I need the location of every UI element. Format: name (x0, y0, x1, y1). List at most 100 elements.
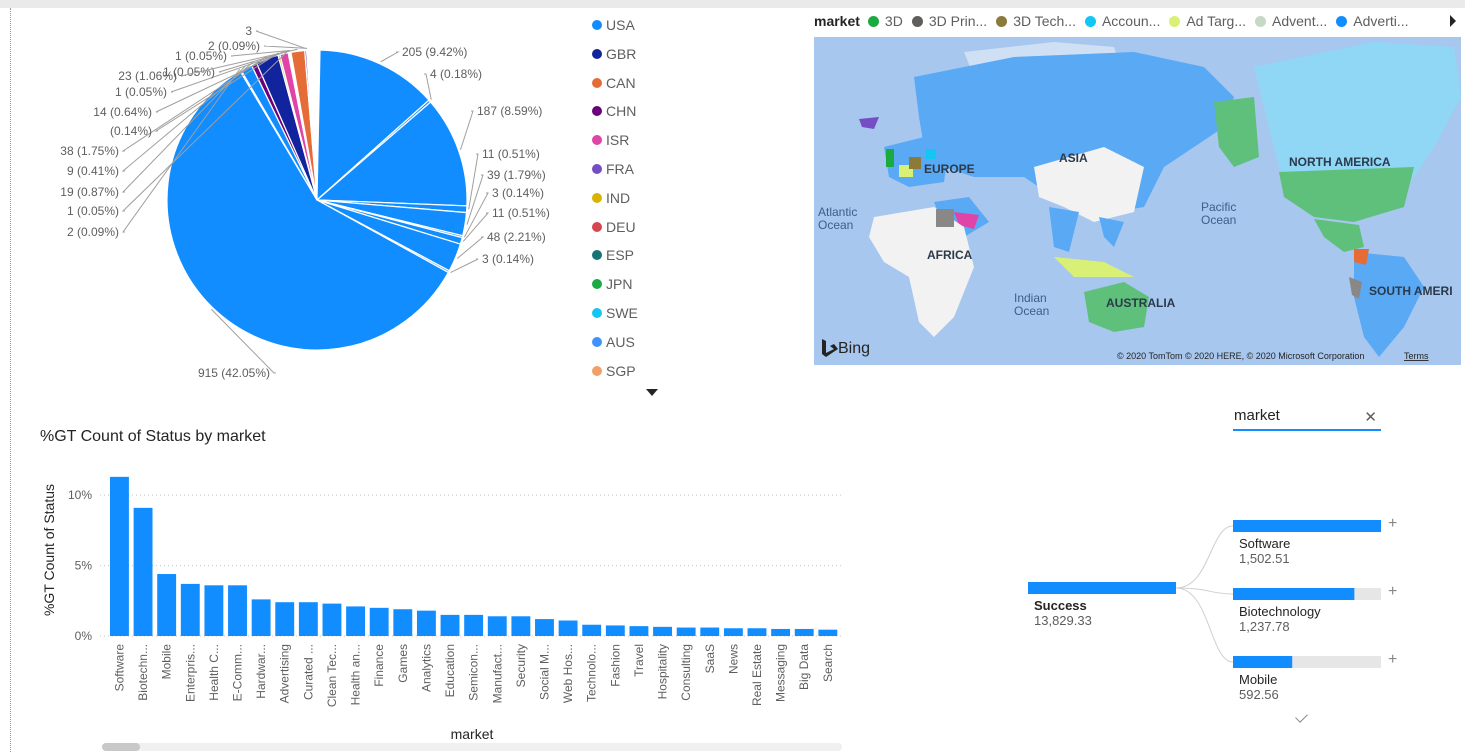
bar[interactable] (251, 599, 271, 636)
bar[interactable] (228, 585, 247, 636)
x-tick-label: Technolo... (585, 644, 599, 702)
expand-plus-icon[interactable]: + (1388, 651, 1398, 668)
legend-item[interactable]: DEU (592, 218, 636, 236)
map-legend-label: Advent... (1272, 13, 1328, 29)
legend-item[interactable]: FRA (592, 160, 634, 178)
decomp-child-bar[interactable] (1233, 588, 1355, 600)
land-france (909, 157, 921, 169)
bar[interactable] (723, 628, 743, 636)
expand-plus-icon[interactable]: + (1388, 583, 1398, 600)
decomp-tree[interactable] (1020, 500, 1400, 710)
map-terms-link[interactable]: Terms (1404, 351, 1429, 361)
decomp-child-bar[interactable] (1233, 656, 1293, 668)
bar[interactable] (298, 602, 318, 636)
pie-slice[interactable] (306, 49, 318, 201)
pie-chart[interactable]: 205 (9.42%) 4 (0.18%) 187 (8.59%) 11 (0.51%… (12, 8, 662, 403)
map[interactable]: ASIA EUROPE NORTH AMERICA AFRICA AUSTRALIA SO… (814, 37, 1461, 365)
ocean-label: Pacific (1201, 200, 1236, 214)
land-india (1049, 207, 1079, 252)
pie-slice[interactable] (315, 101, 468, 207)
land-canada (1254, 42, 1461, 207)
decomp-search-input[interactable] (1233, 405, 1354, 424)
bar[interactable] (322, 603, 342, 636)
legend-item[interactable]: CAN (592, 74, 636, 92)
ocean-label: Ocean (818, 218, 853, 232)
bar[interactable] (180, 583, 200, 636)
decomp-search[interactable]: ✕ (1233, 405, 1381, 431)
legend-item[interactable]: GBR (592, 45, 636, 63)
legend-item[interactable]: CHN (592, 102, 636, 120)
map-legend-next-icon[interactable] (1450, 15, 1456, 27)
chevron-down-icon[interactable] (1295, 710, 1308, 723)
legend-item[interactable]: JPN (592, 275, 632, 293)
close-icon[interactable]: ✕ (1364, 409, 1377, 426)
bar-scroll-thumb[interactable] (102, 743, 140, 751)
decomp-node-value: 592.56 (1239, 687, 1279, 702)
bar[interactable] (464, 614, 484, 636)
bar[interactable] (818, 629, 838, 636)
map-legend-item[interactable]: 3D (867, 13, 903, 29)
bar[interactable] (393, 609, 413, 636)
bar[interactable] (794, 628, 814, 636)
expand-plus-icon[interactable]: + (1388, 515, 1398, 532)
map-legend-item[interactable]: Advent... (1255, 13, 1327, 29)
map-legend-item[interactable]: Ad Targ... (1169, 13, 1246, 29)
pie-slice[interactable] (316, 49, 430, 202)
bar[interactable] (771, 628, 791, 636)
bing-icon (822, 339, 838, 357)
visual-border (10, 8, 11, 752)
legend-item[interactable]: IND (592, 189, 630, 207)
bar[interactable] (582, 624, 602, 636)
legend-item[interactable]: ESP (592, 246, 634, 264)
land-germany (926, 149, 936, 159)
bar[interactable] (157, 574, 177, 636)
bar[interactable] (440, 614, 460, 636)
bar[interactable] (346, 606, 366, 636)
map-legend-item[interactable]: 3D Prin... (911, 13, 987, 29)
bar[interactable] (629, 626, 649, 636)
bar[interactable] (204, 585, 224, 636)
bing-logo: Bing (822, 339, 870, 357)
legend-item[interactable]: SWE (592, 304, 638, 322)
pie-svg[interactable]: 205 (9.42%) 4 (0.18%) 187 (8.59%) 11 (0.51%… (12, 8, 612, 403)
legend-item[interactable]: SGP (592, 362, 636, 380)
bar[interactable] (676, 627, 696, 636)
bar[interactable] (133, 507, 153, 636)
map-legend-item[interactable]: 3D Tech... (996, 13, 1076, 29)
legend-item[interactable]: ISR (592, 131, 629, 149)
legend-item[interactable]: AUS (592, 333, 635, 351)
legend-dot-icon (867, 15, 879, 27)
bar[interactable] (275, 602, 295, 636)
ocean-label: Ocean (1014, 304, 1049, 318)
bar[interactable] (511, 616, 531, 636)
map-legend-item[interactable]: Adverti... (1336, 13, 1409, 29)
legend-item[interactable]: USA (592, 16, 635, 34)
bar-chart[interactable]: 0% 5% 10% %GT Count of Status Software Biotec… (12, 450, 852, 750)
bar[interactable] (747, 628, 767, 636)
bar[interactable] (416, 610, 436, 636)
bar-scroll-track[interactable] (102, 743, 842, 751)
ocean-label: Ocean (1201, 213, 1236, 227)
map-legend-item[interactable]: Accoun... (1084, 13, 1160, 29)
pie-data-label: 38 (1.75%) (60, 144, 119, 158)
pie-data-label: (0.14%) (110, 124, 152, 138)
decomp-child-bar[interactable] (1233, 520, 1381, 532)
bar[interactable] (605, 625, 625, 636)
pie-leader-line (424, 73, 432, 100)
map-svg[interactable]: ASIA EUROPE NORTH AMERICA AFRICA AUSTRALIA SO… (814, 37, 1461, 365)
bar[interactable] (558, 620, 578, 636)
bar[interactable] (369, 607, 389, 636)
bar[interactable] (487, 616, 507, 636)
legend-scroll-down-icon[interactable] (646, 389, 658, 396)
legend-dot-icon (592, 308, 602, 318)
decomp-root-bar[interactable] (1028, 582, 1176, 594)
x-tick-label: Web Hos... (561, 644, 575, 703)
bar[interactable] (110, 476, 129, 636)
land-uk (886, 149, 894, 167)
pie-data-label: 915 (42.05%) (198, 366, 270, 380)
bar[interactable] (700, 627, 720, 636)
bar[interactable] (535, 619, 554, 636)
bar-chart-title: %GT Count of Status by market (40, 428, 266, 445)
x-tick-label: Mobile (160, 644, 174, 680)
bar[interactable] (653, 626, 672, 636)
